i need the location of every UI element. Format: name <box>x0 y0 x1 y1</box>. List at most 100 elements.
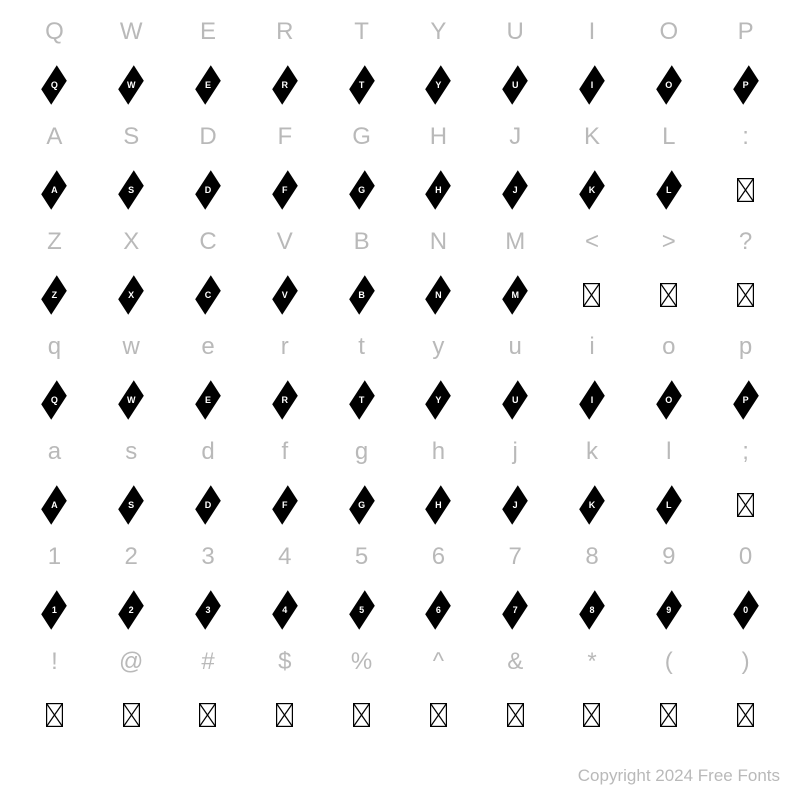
label-cell: W <box>93 8 170 56</box>
label-cell: p <box>707 323 784 371</box>
label-cell: k <box>554 428 631 476</box>
diamond-glyph: O <box>656 69 682 101</box>
diamond-letter: S <box>128 185 134 195</box>
char-label: N <box>430 228 447 256</box>
label-cell: * <box>554 638 631 686</box>
label-cell: K <box>554 113 631 161</box>
diamond-letter: J <box>513 500 518 510</box>
diamond-glyph: Y <box>425 384 451 416</box>
char-label: s <box>125 438 137 466</box>
diamond-letter: Y <box>435 80 441 90</box>
glyph-cell: 3 <box>170 581 247 638</box>
diamond-glyph: A <box>41 174 67 206</box>
diamond-letter: M <box>511 290 519 300</box>
char-label: g <box>355 438 368 466</box>
diamond-letter: F <box>282 185 288 195</box>
char-label: J <box>509 123 521 151</box>
diamond-letter: 4 <box>282 605 287 615</box>
label-cell: R <box>246 8 323 56</box>
char-label: ) <box>742 648 750 676</box>
notdef-glyph <box>46 703 63 727</box>
diamond-letter: T <box>359 80 365 90</box>
diamond-letter: 7 <box>513 605 518 615</box>
label-cell: J <box>477 113 554 161</box>
diamond-letter: O <box>665 80 672 90</box>
label-cell: w <box>93 323 170 371</box>
diamond-glyph: S <box>118 174 144 206</box>
label-cell: f <box>246 428 323 476</box>
glyph-cell: D <box>170 476 247 533</box>
glyph-cell: D <box>170 161 247 218</box>
glyph-cell: G <box>323 161 400 218</box>
label-cell: g <box>323 428 400 476</box>
notdef-glyph <box>737 703 754 727</box>
label-cell: r <box>246 323 323 371</box>
char-label: 5 <box>355 543 368 571</box>
diamond-letter: E <box>205 395 211 405</box>
glyph-cell: O <box>630 371 707 428</box>
glyph-cell <box>323 686 400 743</box>
diamond-letter: F <box>282 500 288 510</box>
char-label: 1 <box>48 543 61 571</box>
glyph-cell <box>400 686 477 743</box>
glyph-cell: S <box>93 161 170 218</box>
notdef-glyph <box>583 703 600 727</box>
diamond-glyph: P <box>733 384 759 416</box>
diamond-glyph: Y <box>425 69 451 101</box>
label-cell: 2 <box>93 533 170 581</box>
label-cell: ^ <box>400 638 477 686</box>
glyph-cell: S <box>93 476 170 533</box>
label-cell: V <box>246 218 323 266</box>
glyph-cell: T <box>323 56 400 113</box>
diamond-glyph: E <box>195 69 221 101</box>
char-label: 3 <box>201 543 214 571</box>
diamond-letter: W <box>127 80 136 90</box>
char-label: & <box>507 648 523 676</box>
diamond-glyph: C <box>195 279 221 311</box>
char-label: l <box>666 438 671 466</box>
diamond-glyph: Q <box>41 69 67 101</box>
diamond-glyph: K <box>579 174 605 206</box>
label-cell: S <box>93 113 170 161</box>
character-map-grid: QWERTYUIOPQWERTYUIOPASDFGHJKL:ASDFGHJKLZ… <box>0 0 800 743</box>
glyph-cell: Q <box>16 56 93 113</box>
diamond-glyph: U <box>502 69 528 101</box>
char-label: I <box>589 18 596 46</box>
char-label: # <box>201 648 214 676</box>
char-label: X <box>123 228 139 256</box>
diamond-glyph: B <box>349 279 375 311</box>
diamond-letter: P <box>743 395 749 405</box>
diamond-letter: U <box>512 395 519 405</box>
glyph-cell: K <box>554 476 631 533</box>
diamond-glyph: M <box>502 279 528 311</box>
label-cell: @ <box>93 638 170 686</box>
glyph-cell: 5 <box>323 581 400 638</box>
diamond-letter: 9 <box>666 605 671 615</box>
char-label: 6 <box>432 543 445 571</box>
char-label: S <box>123 123 139 151</box>
diamond-glyph: D <box>195 489 221 521</box>
diamond-letter: Q <box>51 80 58 90</box>
glyph-cell: 4 <box>246 581 323 638</box>
glyph-cell: W <box>93 371 170 428</box>
label-cell: : <box>707 113 784 161</box>
char-label: @ <box>119 648 143 676</box>
diamond-glyph: L <box>656 489 682 521</box>
label-cell: L <box>630 113 707 161</box>
char-label: R <box>276 18 293 46</box>
diamond-glyph: V <box>272 279 298 311</box>
glyph-cell: P <box>707 371 784 428</box>
glyph-cell: J <box>477 476 554 533</box>
notdef-glyph <box>737 178 754 202</box>
char-label: > <box>662 228 676 256</box>
label-cell: O <box>630 8 707 56</box>
glyph-cell: L <box>630 476 707 533</box>
diamond-glyph: 4 <box>272 594 298 626</box>
diamond-glyph: H <box>425 489 451 521</box>
label-cell: j <box>477 428 554 476</box>
char-label: a <box>48 438 61 466</box>
diamond-letter: G <box>358 500 365 510</box>
glyph-cell: A <box>16 476 93 533</box>
diamond-glyph: 3 <box>195 594 221 626</box>
char-label: F <box>277 123 292 151</box>
